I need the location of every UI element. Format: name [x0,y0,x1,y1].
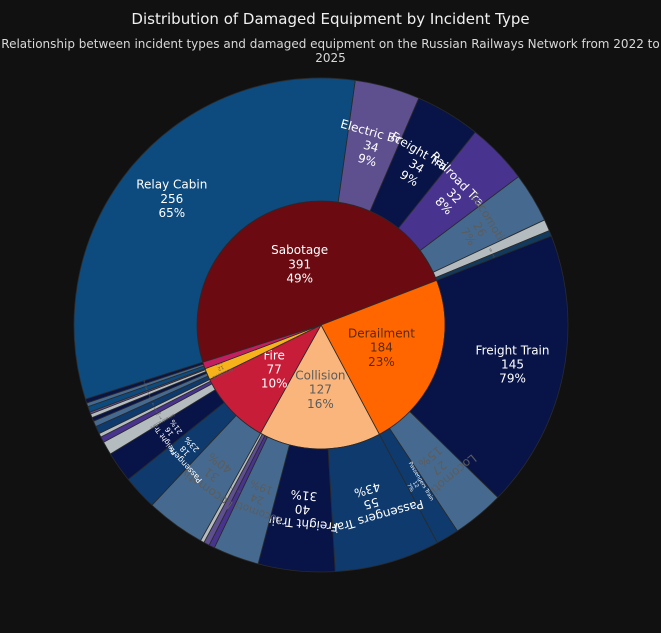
outer-label-slice-5-item-1: 2 [143,382,147,388]
outer-label-sabotage-item-6: 3 [491,253,496,259]
inner-label-sabotage: Sabotage 391 49% [271,243,328,285]
outer-label-sabotage-item-5: 6 [488,247,493,253]
outer-label-accident-item-0: 4 [151,401,156,407]
outer-label-slice-5-item-0: 3 [144,386,149,392]
chart-subtitle: Relationship between incident types and … [1,37,660,65]
inner-label-derailment: Derailment 184 23% [348,327,415,369]
chart-title: Distribution of Damaged Equipment by Inc… [131,10,530,28]
outer-label-fire-item-5: 2 [152,405,157,411]
outer-label-sabotage-relay-cabin: Relay Cabin 256 65% [136,178,207,220]
outer-segment-derailment-freight-train[interactable] [409,235,569,499]
outer-label-collision-item-4: 3 [232,487,238,492]
outer-label-accident-item-1: 3 [148,397,153,403]
inner-label-fire: Fire 77 10% [261,348,288,390]
outer-label-collision-item-5: 2 [229,485,235,490]
outer-label-collision-item-3: 3 [236,489,242,494]
inner-label-collision: Collision 127 16% [295,369,345,411]
outer-label-fire-item-4: 3 [154,408,159,414]
outer-label-slice-5-item-2: 2 [142,379,146,385]
outer-label-accident-item-3: 2 [146,390,151,396]
outer-segment-sabotage-relay-cabin[interactable] [73,77,356,400]
outer-label-accident-item-2: 2 [147,393,152,399]
outer-segment-slice-5-item-2[interactable] [84,361,204,404]
outer-label-derailment-freight-train: Freight Train 145 79% [476,343,550,385]
